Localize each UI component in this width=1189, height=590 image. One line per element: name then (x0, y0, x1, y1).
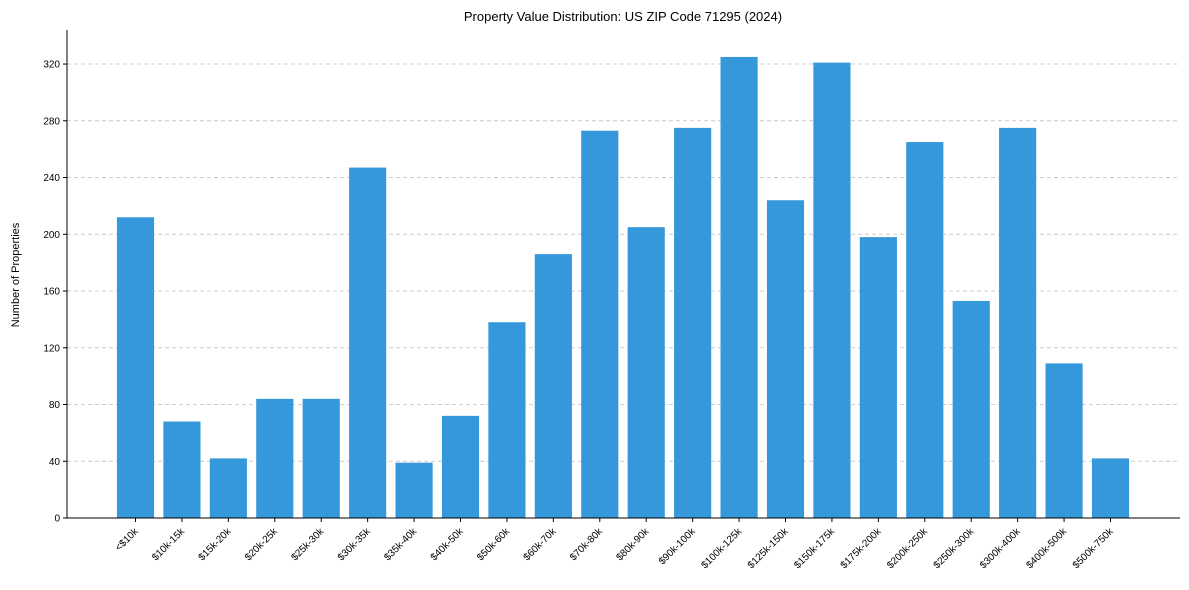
x-tick-label: $15k-20k (197, 526, 235, 564)
y-tick-label: 120 (43, 343, 60, 354)
bar (859, 237, 897, 518)
bar (209, 458, 247, 518)
x-tick-label: $400k-500k (1024, 526, 1069, 571)
x-tick-label: $35k-40k (382, 526, 420, 564)
bar (1045, 363, 1083, 518)
y-tick-label: 200 (43, 230, 60, 241)
bar (999, 127, 1037, 518)
x-tick-label: $70k-80k (568, 526, 606, 564)
bar (581, 130, 619, 518)
bar (674, 127, 712, 518)
axes (66, 30, 1180, 519)
grid-lines (67, 63, 1180, 462)
x-tick-label: $90k-100k (657, 526, 699, 568)
x-tick-label: $500k-750k (1071, 526, 1116, 571)
bar (163, 421, 201, 518)
x-tick-label: $250k-300k (932, 526, 977, 571)
bars (116, 56, 1130, 519)
bar (906, 142, 944, 518)
x-tick-label: $150k-175k (792, 526, 837, 571)
x-tick-label: $25k-30k (289, 526, 327, 564)
x-tick-label: $200k-250k (885, 526, 930, 571)
bar (349, 167, 387, 518)
x-tick-label: $20k-25k (243, 526, 281, 564)
bar (720, 56, 758, 518)
y-tick-label: 280 (43, 116, 60, 127)
x-tick-label: $300k-400k (978, 526, 1023, 571)
bar (534, 254, 572, 519)
x-tick-label: $80k-90k (614, 526, 652, 564)
bar (488, 322, 526, 518)
y-tick-label: 320 (43, 60, 60, 71)
y-axis-label: Number of Properties (10, 222, 22, 327)
chart-title: Property Value Distribution: US ZIP Code… (464, 9, 782, 24)
bar (952, 300, 990, 518)
bar (441, 415, 480, 518)
x-tick-label: $60k-70k (522, 526, 560, 564)
x-tick-label: $40k-50k (429, 526, 467, 564)
y-tick-label: 80 (49, 400, 61, 411)
x-tick-label: <$10k (113, 526, 141, 554)
y-tick-label: 0 (54, 514, 60, 525)
bar (627, 227, 665, 519)
x-tick-label: $100k-125k (699, 526, 744, 571)
bar (395, 462, 433, 518)
x-tick-label: $175k-200k (839, 526, 884, 571)
x-tick-label: $10k-15k (150, 526, 188, 564)
x-ticks: <$10k $10k-15k $15k-20k $20k-25k $25k-30k $30… (113, 518, 1116, 571)
x-tick-label: $50k-60k (475, 526, 513, 564)
bar (766, 200, 805, 519)
y-ticks: 0 40 80 120 160 200 240 280 320 (43, 60, 67, 525)
x-tick-label: $30k-35k (336, 526, 374, 564)
y-tick-label: 40 (49, 457, 61, 468)
bar (116, 217, 155, 519)
bar (813, 62, 851, 519)
bar (1091, 458, 1130, 518)
y-tick-label: 240 (43, 173, 60, 184)
y-tick-label: 160 (43, 287, 60, 298)
x-tick-label: $125k-150k (746, 526, 791, 571)
bar (302, 398, 340, 518)
bar (256, 398, 294, 518)
